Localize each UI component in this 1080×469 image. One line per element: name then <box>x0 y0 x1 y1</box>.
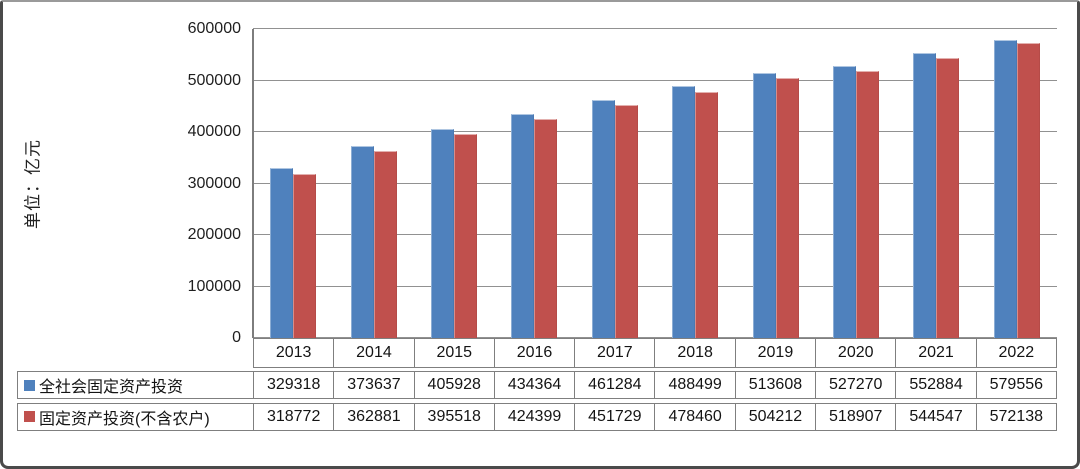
bar-2018-series-1 <box>695 92 719 338</box>
legend-cell-series-0: 全社会固定资产投资 <box>18 372 254 398</box>
x-axis-label-2020: 2020 <box>815 339 895 367</box>
y-tick-label: 600000 <box>187 20 241 37</box>
x-axis-label-2018: 2018 <box>654 339 734 367</box>
bar-2014-series-1 <box>373 151 397 338</box>
y-tick-label: 100000 <box>187 277 241 295</box>
value-cell: 504212 <box>734 403 815 430</box>
y-tick-label: 500000 <box>187 71 241 89</box>
bar-2014-series-0 <box>350 146 374 338</box>
value-cell: 544547 <box>895 403 975 430</box>
x-axis-label-2014: 2014 <box>333 339 413 367</box>
bar-2017-series-1 <box>614 105 638 338</box>
bar-2022-series-1 <box>1016 43 1040 338</box>
gridline <box>253 285 1057 287</box>
x-axis-label-2013: 2013 <box>275 344 312 361</box>
bar-2020-series-1 <box>856 71 879 338</box>
y-axis-title: 单位：亿元 <box>23 139 43 229</box>
legend-cell-series-1: 固定资产投资(不含农户) <box>18 403 254 430</box>
legend-swatch-icon <box>24 411 35 422</box>
gridline <box>253 131 1057 133</box>
gridline <box>253 337 1057 339</box>
value-cell: 434364 <box>493 372 574 398</box>
y-tick-label: 0 <box>232 329 241 346</box>
legend-swatch-icon <box>24 379 35 391</box>
plot-area <box>252 28 1057 339</box>
table-row-series-0: 全社会固定资产投资 329318 373637 405928 434364 461284 4… <box>17 371 1057 399</box>
data-table: 全社会固定资产投资 329318 373637 405928 434364 461284 4… <box>17 371 1057 434</box>
value-cell: 362881 <box>333 403 413 430</box>
bar-2017-series-0 <box>591 100 615 338</box>
value-cell: 424399 <box>493 403 574 430</box>
y-tick-label: 300000 <box>187 174 241 192</box>
bar-2021-series-1 <box>936 58 960 338</box>
value-cell: 318772 <box>266 407 321 425</box>
bar-2018-series-0 <box>672 86 696 338</box>
series-name-label: 固定资产投资(不含农户) <box>39 410 210 428</box>
value-cell: 527270 <box>815 372 895 398</box>
gridline <box>253 79 1057 81</box>
x-axis-labels: 2013 2014 2015 2016 2017 2018 2019 2020 2021 2022 <box>253 338 1057 368</box>
value-cell: 513608 <box>734 372 815 398</box>
value-cell: 552884 <box>895 372 975 398</box>
x-axis-label-2015: 2015 <box>413 339 494 367</box>
value-cell: 572138 <box>975 403 1056 430</box>
y-tick-label: 400000 <box>187 123 241 140</box>
value-cell: 329318 <box>266 376 321 393</box>
gridline <box>253 28 1057 30</box>
bar-2013-series-1 <box>293 174 317 338</box>
value-cell: 478460 <box>654 403 734 430</box>
x-axis-label-2019: 2019 <box>734 339 815 367</box>
x-axis-label-2017: 2017 <box>574 339 654 367</box>
table-row-series-1: 固定资产投资(不含农户) 318772 362881 395518 424399 4517… <box>17 402 1057 431</box>
bar-2013-series-0 <box>270 168 294 338</box>
bar-2019-series-1 <box>775 78 799 338</box>
bar-2016-series-1 <box>534 119 558 338</box>
value-cell: 579556 <box>975 372 1056 398</box>
x-axis-label-2022: 2022 <box>975 339 1056 367</box>
value-cell: 451729 <box>574 403 654 430</box>
gridline <box>253 234 1057 236</box>
bar-2019-series-0 <box>752 73 776 338</box>
y-axis-line <box>252 29 254 338</box>
bar-2015-series-0 <box>431 129 454 338</box>
bar-2020-series-0 <box>833 66 856 338</box>
x-axis-label-2016: 2016 <box>493 339 574 367</box>
value-cell: 488499 <box>654 372 734 398</box>
value-cell: 405928 <box>413 372 494 398</box>
gridline <box>253 182 1057 184</box>
value-cell: 373637 <box>333 372 413 398</box>
value-cell: 518907 <box>815 403 895 430</box>
bar-2022-series-0 <box>993 40 1017 338</box>
value-cell: 395518 <box>413 403 494 430</box>
bar-2015-series-1 <box>454 134 477 338</box>
series-name-label: 全社会固定资产投资 <box>39 379 184 396</box>
bar-2016-series-0 <box>511 114 535 338</box>
value-cell: 461284 <box>574 372 654 398</box>
y-tick-label: 200000 <box>187 226 241 243</box>
bar-2021-series-0 <box>913 53 937 338</box>
x-axis-label-2021: 2021 <box>895 339 975 367</box>
